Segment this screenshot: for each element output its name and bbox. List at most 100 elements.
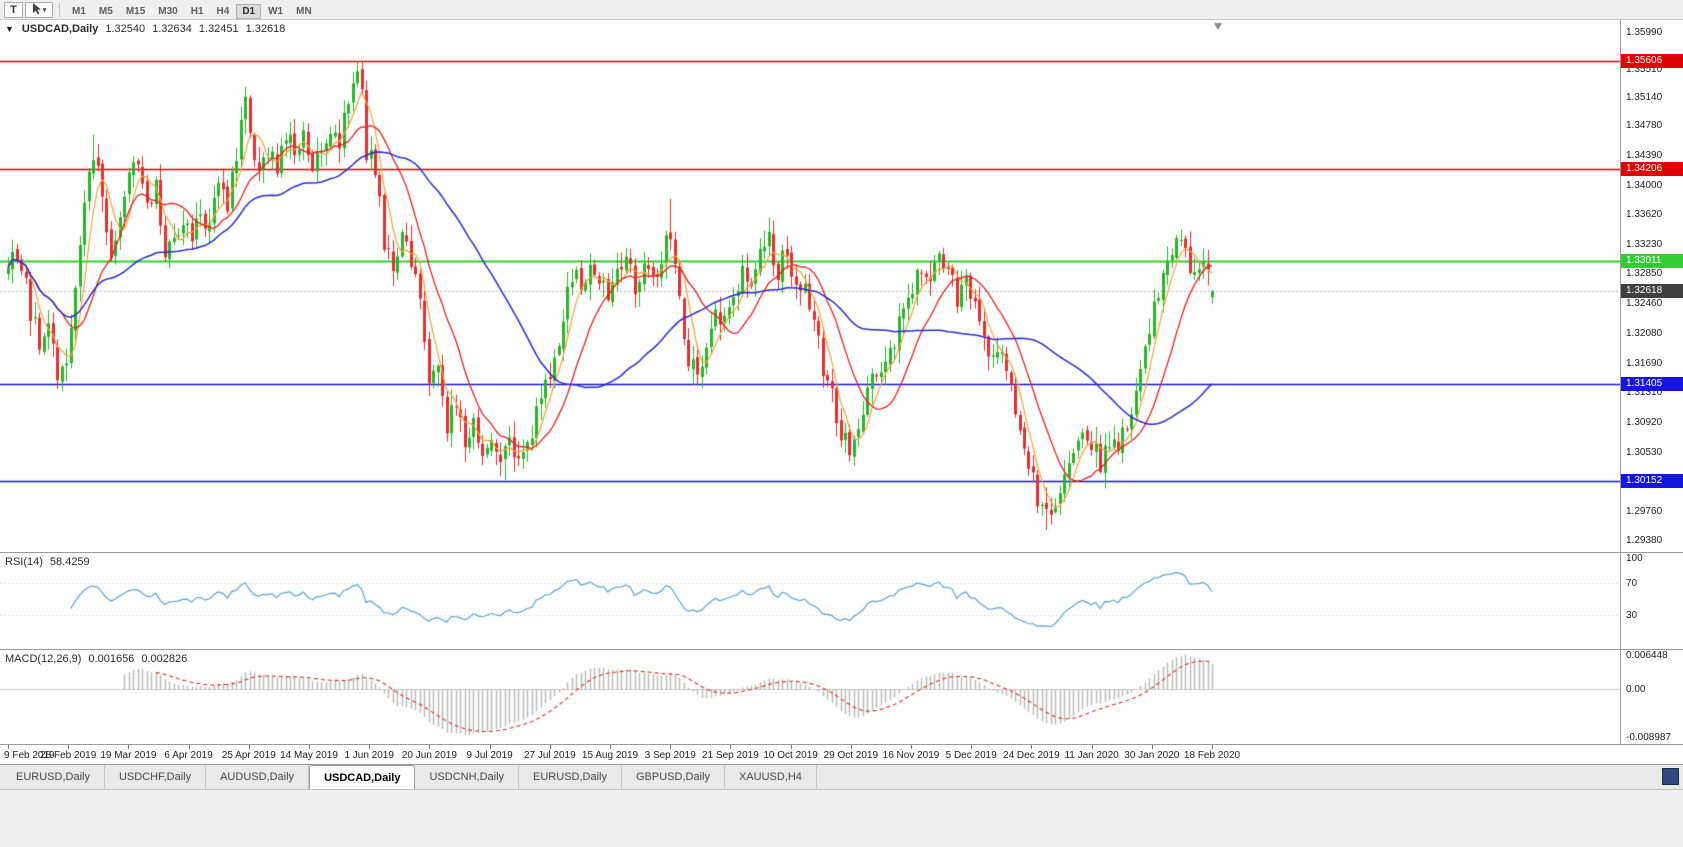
date-axis-label: 10 Oct 2019: [763, 750, 818, 761]
rsi-header: RSI(14) 58.4259: [5, 556, 90, 568]
date-axis-label: 11 Jan 2020: [1064, 750, 1119, 761]
timeframe-button-h1[interactable]: H1: [190, 5, 204, 17]
date-axis-tick: [610, 745, 611, 749]
date-axis-label: 24 Dec 2019: [1003, 750, 1060, 761]
chart-header: ▼ USDCAD,Daily 1.32540 1.32634 1.32451 1…: [5, 23, 285, 35]
timeframe-button-d1[interactable]: D1: [236, 3, 262, 19]
timeframe-button-h4[interactable]: H4: [216, 5, 230, 17]
chart-tab-xauusd-h4[interactable]: XAUUSD,H4: [725, 765, 817, 789]
toolbar: T ▾ M1 M5 M15 M30 H1 H4 D1 W1 MN: [0, 0, 1683, 20]
date-axis-label: 16 Nov 2019: [882, 750, 940, 761]
macd-chart-canvas[interactable]: [0, 650, 1620, 744]
date-axis-label: 28 Feb 2019: [40, 750, 97, 761]
rsi-value: 58.4259: [49, 556, 90, 568]
date-axis-label: 6 Apr 2019: [164, 750, 213, 761]
date-axis-tick: [851, 745, 852, 749]
chart-symbol-title: USDCAD,Daily: [21, 23, 99, 35]
date-axis[interactable]: 9 Feb 2019 28 Feb 2019 19 Mar 2019 6 Apr 20…: [0, 745, 1683, 765]
chart-tabs-bar: EURUSD,Daily USDCHF,Daily AUDUSD,Daily USDC…: [0, 765, 1683, 790]
date-axis-label: 14 May 2019: [280, 750, 338, 761]
timeframe-button-m15[interactable]: M15: [125, 5, 146, 17]
rsi-axis-label: 30: [1626, 610, 1638, 622]
chart-tab-usdcnh-daily[interactable]: USDCNH,Daily: [415, 765, 520, 789]
rsi-pane: 100 70 30 RSI(14) 58.4259: [0, 553, 1683, 650]
current-price-badge: 1.32618: [1621, 284, 1683, 299]
date-axis-tick: [189, 745, 190, 749]
price-axis-label: 1.35140: [1626, 92, 1663, 104]
timeframe-button-w1[interactable]: W1: [268, 5, 284, 17]
level-price-badge: 1.31405: [1621, 377, 1683, 392]
price-axis-label: 1.35990: [1626, 26, 1663, 38]
chart-tab-usdcad-daily[interactable]: USDCAD,Daily: [309, 765, 416, 789]
date-axis-tick: [429, 745, 430, 749]
price-axis-label: 1.32460: [1626, 298, 1663, 310]
rsi-label: RSI(14): [5, 556, 43, 568]
date-axis-tick: [8, 745, 9, 749]
date-axis-tick: [971, 745, 972, 749]
macd-label: MACD(12,26,9): [5, 653, 82, 665]
macd-axis-label: 0.00: [1626, 684, 1646, 696]
date-axis-label: 15 Aug 2019: [581, 750, 639, 761]
date-axis-label: 25 Apr 2019: [221, 750, 276, 761]
date-axis-tick: [550, 745, 551, 749]
chevron-down-icon: ▾: [42, 6, 47, 14]
date-axis-tick: [1092, 745, 1093, 749]
rsi-axis[interactable]: 100 70 30: [1620, 553, 1683, 649]
price-axis-label: 1.30530: [1626, 446, 1663, 458]
date-axis-tick: [490, 745, 491, 749]
chart-tab-eurusd-daily[interactable]: EURUSD,Daily: [2, 765, 105, 789]
macd-header: MACD(12,26,9) 0.001656 0.002826: [5, 653, 187, 665]
date-axis-label: 18 Feb 2020: [1183, 750, 1241, 761]
timeframe-button-m5[interactable]: M5: [98, 5, 113, 17]
cursor-icon: [32, 2, 42, 18]
date-axis-label: 9 Feb 2019: [4, 750, 55, 761]
price-axis[interactable]: 1.35990 1.35510 1.35140 1.34780 1.34390 1.340…: [1620, 20, 1683, 552]
chart-tab-eurusd-daily[interactable]: EURUSD,Daily: [519, 765, 622, 789]
date-axis-tick: [249, 745, 250, 749]
rsi-axis-label: 100: [1626, 553, 1643, 564]
macd-axis[interactable]: 0.006448 0.00 -0.008987: [1620, 650, 1683, 744]
rsi-chart-canvas[interactable]: [0, 553, 1620, 649]
ohlc-high: 1.32634: [152, 23, 192, 35]
level-price-badge: 1.34206: [1621, 162, 1683, 177]
date-axis-label: 20 Jun 2019: [401, 750, 457, 761]
chart-tab-gbpusd-daily[interactable]: GBPUSD,Daily: [622, 765, 725, 789]
date-axis-label: 27 Jul 2019: [523, 750, 576, 761]
price-axis-label: 1.30920: [1626, 416, 1663, 428]
price-axis-label: 1.35510: [1626, 63, 1663, 75]
chart-tab-audusd-daily[interactable]: AUDUSD,Daily: [206, 765, 310, 789]
date-axis-tick: [68, 745, 69, 749]
price-axis-label: 1.29380: [1626, 535, 1663, 547]
one-click-trading-arrow[interactable]: ▼: [5, 24, 14, 34]
timeframe-button-m30[interactable]: M30: [158, 5, 178, 17]
price-axis-label: 1.32850: [1626, 268, 1663, 280]
timeframe-button-mn[interactable]: MN: [296, 5, 312, 17]
price-axis-label: 1.31310: [1626, 386, 1663, 398]
scroll-corner-button[interactable]: [1662, 768, 1679, 785]
date-axis-label: 3 Sep 2019: [644, 750, 696, 761]
macd-axis-label: -0.008987: [1626, 732, 1672, 743]
toolbar-separator: [59, 2, 60, 17]
price-axis-label: 1.34000: [1626, 179, 1663, 191]
price-axis-label: 1.31690: [1626, 357, 1663, 369]
price-chart-pane: 1.35990 1.35510 1.35140 1.34780 1.34390 1.340…: [0, 20, 1683, 553]
date-axis-label: 21 Sep 2019: [702, 750, 759, 761]
macd-axis-label: 0.006448: [1626, 650, 1668, 661]
date-axis-tick: [911, 745, 912, 749]
date-axis-label: 9 Jul 2019: [466, 750, 513, 761]
timeframe-button-m1[interactable]: M1: [72, 5, 86, 17]
cursor-tool-button[interactable]: ▾: [25, 1, 53, 18]
chart-tab-usdchf-daily[interactable]: USDCHF,Daily: [105, 765, 207, 789]
price-axis-label: 1.34390: [1626, 149, 1663, 161]
rsi-axis-label: 70: [1626, 577, 1638, 589]
date-axis-tick: [730, 745, 731, 749]
date-axis-tick: [309, 745, 310, 749]
candlestick-chart-canvas[interactable]: [0, 20, 1620, 552]
text-tool-button[interactable]: T: [4, 1, 23, 18]
date-axis-label: 19 Mar 2019: [100, 750, 157, 761]
date-axis-tick: [1152, 745, 1153, 749]
date-axis-label: 1 Jun 2019: [344, 750, 394, 761]
price-axis-label: 1.29760: [1626, 505, 1663, 517]
level-price-badge: 1.35606: [1621, 54, 1683, 69]
